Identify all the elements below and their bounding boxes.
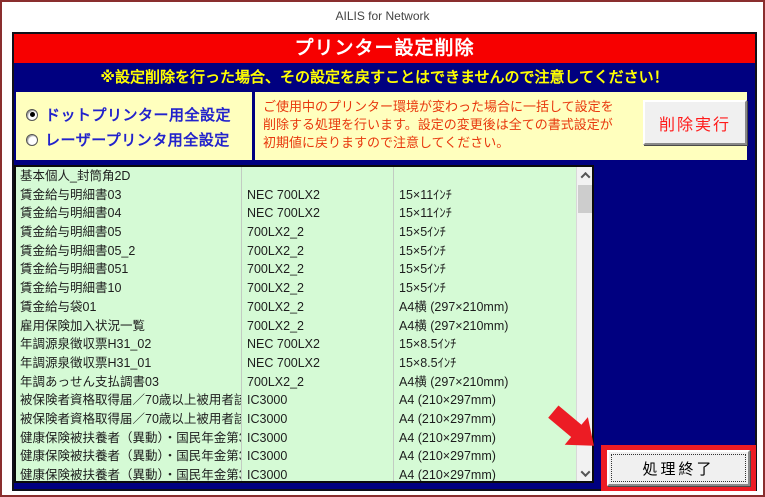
cell-name: 雇用保険加入状況一覧 [16, 316, 242, 336]
cell-size: A4 (210×297mm) [399, 449, 496, 464]
table-row[interactable]: 賃金給与明細書05 700LX2_2 15×5ｲﾝﾁ [16, 223, 576, 242]
scroll-down-button[interactable] [577, 465, 593, 481]
table-rows: 基本個人_封筒角2D 賃金給与明細書03 NEC 700LX2 15×11ｲﾝﾁ… [16, 167, 576, 481]
cell-printer [242, 167, 394, 186]
radio-icon[interactable] [26, 108, 38, 121]
cell-size: A4横 (297×210mm) [399, 374, 509, 389]
chevron-down-icon [580, 466, 590, 477]
radio-option[interactable]: レーザープリンタ用全設定 [26, 127, 252, 152]
radio-label: ドットプリンター用全設定 [45, 107, 232, 124]
table-row[interactable]: 年調あっせん支払調書03 700LX2_2 A4横 (297×210mm) [16, 372, 576, 392]
cell-size [394, 167, 576, 186]
cell-printer: 700LX2_2 [242, 279, 394, 298]
table-row[interactable]: 賃金給与袋01 700LX2_2 A4横 (297×210mm) [16, 297, 576, 317]
cell-printer: NEC 700LX2 [242, 204, 394, 224]
cell-printer: NEC 700LX2 [242, 335, 394, 354]
table-row[interactable]: 健康保険被扶養者（異動）・国民年金第3 IC3000 A4 (210×297mm… [16, 447, 576, 466]
table-row[interactable]: 健康保険被扶養者（異動）・国民年金第3 IC3000 A4 (210×297mm… [16, 428, 576, 448]
vertical-scrollbar[interactable] [576, 167, 592, 481]
cell-size: 15×5ｲﾝﾁ [399, 281, 446, 296]
cell-size: 15×8.5ｲﾝﾁ [399, 355, 457, 370]
table-row[interactable]: 雇用保険加入状況一覧 700LX2_2 A4横 (297×210mm) [16, 316, 576, 336]
cell-name: 年調あっせん支払調書03 [16, 372, 242, 392]
cell-name: 年調源泉徴収票H31_01 [16, 353, 242, 373]
cell-size: 15×11ｲﾝﾁ [399, 206, 452, 221]
dialog-title: プリンター設定削除 [14, 34, 755, 63]
cell-name: 賃金給与明細書10 [16, 279, 242, 298]
cell-printer: 700LX2_2 [242, 372, 394, 392]
cell-name: 賃金給与明細書05_2 [16, 241, 242, 261]
printer-type-panel: ドットプリンター用全設定 レーザープリンタ用全設定 [16, 92, 252, 160]
cell-name: 健康保険被扶養者（異動）・国民年金第3 [16, 447, 242, 466]
radio-label: レーザープリンタ用全設定 [45, 132, 230, 149]
table-row[interactable]: 基本個人_封筒角2D [16, 167, 576, 186]
printer-delete-dialog: プリンター設定削除 ※設定削除を行った場合、その設定を戻すことはできませんので注… [12, 32, 757, 491]
cell-printer: 700LX2_2 [242, 223, 394, 242]
cell-name: 賃金給与袋01 [16, 297, 242, 317]
close-button-label: 処理終了 [611, 454, 746, 482]
description-line: ご使用中のプリンター環境が変わった場合に一括して設定を [263, 99, 614, 114]
cell-size: A4 (210×297mm) [399, 430, 496, 445]
radio-option[interactable]: ドットプリンター用全設定 [26, 102, 252, 127]
warning-text: ※設定削除を行った場合、その設定を戻すことはできませんので注意してください！ [100, 69, 669, 86]
cell-size: 15×8.5ｲﾝﾁ [399, 337, 457, 352]
table-row[interactable]: 賃金給与明細書10 700LX2_2 15×5ｲﾝﾁ [16, 279, 576, 298]
cell-name: 被保険者資格取得届／70歳以上被用者該当 [16, 391, 242, 410]
cell-name: 賃金給与明細書03 [16, 185, 242, 205]
table-row[interactable]: 健康保険被扶養者（異動）・国民年金第3 IC3000 A4 (210×297mm… [16, 466, 576, 481]
cell-size: 15×5ｲﾝﾁ [399, 243, 446, 258]
radio-icon[interactable] [26, 133, 38, 146]
cell-name: 被保険者資格取得届／70歳以上被用者該当 [16, 409, 242, 429]
delete-execute-button[interactable]: 削除実行 [643, 100, 747, 145]
window-title: AILIS for Network [335, 9, 430, 23]
table-row[interactable]: 年調源泉徴収票H31_02 NEC 700LX2 15×8.5ｲﾝﾁ [16, 335, 576, 354]
table-row[interactable]: 賃金給与明細書04 NEC 700LX2 15×11ｲﾝﾁ [16, 204, 576, 224]
table-row[interactable]: 年調源泉徴収票H31_01 NEC 700LX2 15×8.5ｲﾝﾁ [16, 353, 576, 373]
cell-size: A4横 (297×210mm) [399, 299, 509, 314]
annotation-arrow-icon [548, 405, 594, 446]
cell-name: 賃金給与明細書05 [16, 223, 242, 242]
cell-size: 15×5ｲﾝﾁ [399, 262, 446, 277]
description-line: 削除する処理を行います。設定の変更後は全ての書式設定が [263, 117, 613, 132]
cell-size: A4 (210×297mm) [399, 468, 496, 481]
cell-size: A4 (210×297mm) [399, 393, 496, 408]
cell-printer: IC3000 [242, 391, 394, 410]
cell-name: 健康保険被扶養者（異動）・国民年金第3 [16, 428, 242, 448]
close-button[interactable]: 処理終了 [607, 450, 750, 486]
table-row[interactable]: 賃金給与明細書05_2 700LX2_2 15×5ｲﾝﾁ [16, 241, 576, 261]
chevron-up-icon [580, 171, 590, 182]
cell-name: 年調源泉徴収票H31_02 [16, 335, 242, 354]
cell-printer: IC3000 [242, 409, 394, 429]
cell-size: 15×11ｲﾝﾁ [399, 187, 452, 202]
cell-printer: IC3000 [242, 466, 394, 481]
cell-size: 15×5ｲﾝﾁ [399, 225, 446, 240]
close-button-highlight: 処理終了 [601, 445, 756, 491]
cell-size: A4横 (297×210mm) [399, 318, 509, 333]
cell-printer: 700LX2_2 [242, 241, 394, 261]
cell-printer: NEC 700LX2 [242, 353, 394, 373]
cell-printer: 700LX2_2 [242, 316, 394, 336]
cell-printer: IC3000 [242, 428, 394, 448]
cell-name: 健康保険被扶養者（異動）・国民年金第3 [16, 466, 242, 481]
table-row[interactable]: 被保険者資格取得届／70歳以上被用者該当 IC3000 A4 (210×297m… [16, 409, 576, 429]
cell-name: 賃金給与明細書051 [16, 260, 242, 280]
scrollbar-thumb[interactable] [578, 185, 592, 213]
cell-name: 基本個人_封筒角2D [16, 167, 242, 186]
printer-settings-table: 基本個人_封筒角2D 賃金給与明細書03 NEC 700LX2 15×11ｲﾝﾁ… [14, 165, 594, 483]
scroll-up-button[interactable] [577, 167, 593, 183]
cell-printer: 700LX2_2 [242, 260, 394, 280]
table-row[interactable]: 賃金給与明細書03 NEC 700LX2 15×11ｲﾝﾁ [16, 185, 576, 205]
description-line: 初期値に戻りますので注意してください。 [263, 135, 510, 150]
table-row[interactable]: 被保険者資格取得届／70歳以上被用者該当 IC3000 A4 (210×297m… [16, 391, 576, 410]
cell-size: A4 (210×297mm) [399, 411, 496, 426]
table-row[interactable]: 賃金給与明細書051 700LX2_2 15×5ｲﾝﾁ [16, 260, 576, 280]
cell-printer: IC3000 [242, 447, 394, 466]
cell-printer: NEC 700LX2 [242, 185, 394, 205]
description-panel: ご使用中のプリンター環境が変わった場合に一括して設定を 削除する処理を行います。… [255, 92, 747, 160]
cell-printer: 700LX2_2 [242, 297, 394, 317]
cell-name: 賃金給与明細書04 [16, 204, 242, 224]
